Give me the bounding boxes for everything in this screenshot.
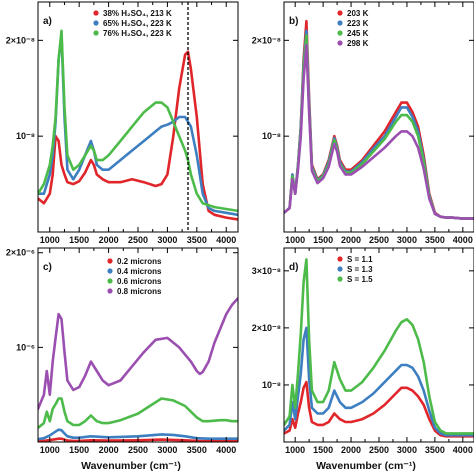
- x-tick-label: 4000: [453, 235, 473, 245]
- x-tick-label: 2000: [341, 235, 361, 245]
- legend-marker-purple: [107, 288, 113, 294]
- series-line-blue: [38, 34, 238, 217]
- legend-marker-blue: [107, 268, 113, 274]
- legend-label: S = 1.5: [347, 275, 373, 284]
- legend-label: 245 K: [347, 29, 369, 38]
- legend-label: 38% H₂SO₄, 213 K: [103, 9, 172, 18]
- x-tick-label: 3000: [397, 445, 417, 455]
- legend-label: 0.4 microns: [117, 267, 162, 276]
- panel-c: 1000 1500 2000 2500 3000 3500 4000 10⁻⁶ 2×10⁻⁶ c)…: [6, 247, 239, 455]
- legend-label: 223 K: [347, 19, 369, 28]
- legend-label: 0.8 microns: [117, 287, 162, 296]
- y-tick-label: 2×10⁻⁸: [6, 35, 35, 45]
- x-tick-label: 3500: [425, 445, 445, 455]
- y-tick-label: 2×10⁻⁶: [6, 248, 35, 258]
- series-line-blue: [284, 29, 474, 220]
- x-tick-label: 1500: [69, 235, 89, 245]
- legend-marker-blue: [93, 20, 99, 26]
- legend-marker-green: [337, 30, 343, 36]
- series-line-red: [284, 19, 474, 220]
- x-tick-label: 3500: [187, 235, 207, 245]
- panel-a: 1000 1500 2000 2500 3000 3500 4000 10⁻⁸ 2×10⁻⁸ a)…: [6, 1, 239, 245]
- legend-label: 0.2 microns: [117, 257, 162, 266]
- x-tick-label: 1000: [40, 235, 60, 245]
- legend-marker-green: [107, 278, 113, 284]
- series-line-purple: [38, 296, 238, 411]
- series-line-green: [38, 397, 238, 430]
- series-line-red: [38, 437, 238, 442]
- panel-label: b): [289, 16, 298, 27]
- legend-label: 298 K: [347, 39, 369, 48]
- legend-marker-red: [107, 258, 113, 264]
- x-tick-label: 2500: [369, 235, 389, 245]
- legend-label: S = 1.3: [347, 265, 373, 274]
- x-tick-label: 1000: [285, 445, 305, 455]
- series-line-blue: [38, 428, 238, 441]
- legend-marker-red: [337, 10, 343, 16]
- x-tick-label: 3000: [157, 445, 177, 455]
- legend-marker-blue: [337, 266, 343, 272]
- series-line-green: [284, 34, 474, 220]
- x-axis-title-left: Wavenumber (cm⁻¹): [81, 460, 181, 472]
- x-tick-label: 3500: [187, 445, 207, 455]
- series-line-purple: [284, 43, 474, 220]
- legend-label: S = 1.1: [347, 255, 373, 264]
- y-tick-label: 10⁻⁸: [262, 131, 281, 141]
- plot-frame: [283, 1, 474, 233]
- legend-label: 0.6 microns: [117, 277, 162, 286]
- y-tick-label: 10⁻⁸: [262, 380, 281, 390]
- x-axis-title-right: Wavenumber (cm⁻¹): [316, 460, 416, 472]
- panel-label: d): [289, 262, 298, 273]
- legend-label: 203 K: [347, 9, 369, 18]
- x-tick-label: 1000: [40, 445, 60, 455]
- y-tick-label: 10⁻⁶: [16, 342, 35, 352]
- y-tick-label: 10⁻⁸: [16, 131, 35, 141]
- y-tick-label: 2×10⁻⁸: [252, 35, 281, 45]
- x-tick-label: 4000: [216, 235, 236, 245]
- x-tick-label: 1500: [313, 445, 333, 455]
- legend-marker-red: [93, 10, 99, 16]
- panel-label: c): [43, 262, 52, 273]
- x-tick-label: 2500: [128, 235, 148, 245]
- x-tick-label: 2500: [128, 445, 148, 455]
- legend-label: 65% H₂SO₄, 223 K: [103, 19, 172, 28]
- series-line-green: [284, 258, 474, 435]
- series-line-green: [38, 29, 238, 213]
- legend-marker-green: [337, 276, 343, 282]
- legend-marker-purple: [337, 40, 343, 46]
- y-tick-label: 2×10⁻⁸: [252, 323, 281, 333]
- x-tick-label: 3500: [425, 235, 445, 245]
- series-line-blue: [284, 326, 474, 437]
- x-tick-label: 1500: [69, 445, 89, 455]
- legend-marker-red: [337, 256, 343, 262]
- series-line-red: [38, 50, 238, 221]
- x-tick-label: 3000: [157, 235, 177, 245]
- plot-frame: [283, 247, 474, 443]
- x-tick-label: 2000: [341, 445, 361, 455]
- x-tick-label: 1500: [313, 235, 333, 245]
- legend-marker-blue: [337, 20, 343, 26]
- panel-d: 1000 1500 2000 2500 3000 3500 4000 10⁻⁸ 2×10⁻⁸ 3×…: [252, 247, 474, 455]
- x-tick-label: 2000: [99, 235, 119, 245]
- x-tick-label: 2000: [99, 445, 119, 455]
- x-tick-label: 2500: [369, 445, 389, 455]
- x-tick-label: 3000: [397, 235, 417, 245]
- panel-b: 1000 1500 2000 2500 3000 3500 4000 10⁻⁸ 2×10⁻⁸ b)…: [252, 1, 474, 245]
- x-tick-label: 1000: [285, 235, 305, 245]
- series-line-red: [284, 380, 474, 438]
- x-tick-label: 4000: [453, 445, 473, 455]
- legend-label: 76% H₂SO₄, 223 K: [103, 29, 172, 38]
- y-tick-label: 3×10⁻⁸: [252, 266, 281, 276]
- x-tick-label: 4000: [216, 445, 236, 455]
- legend-marker-green: [93, 30, 99, 36]
- panel-label: a): [43, 16, 52, 27]
